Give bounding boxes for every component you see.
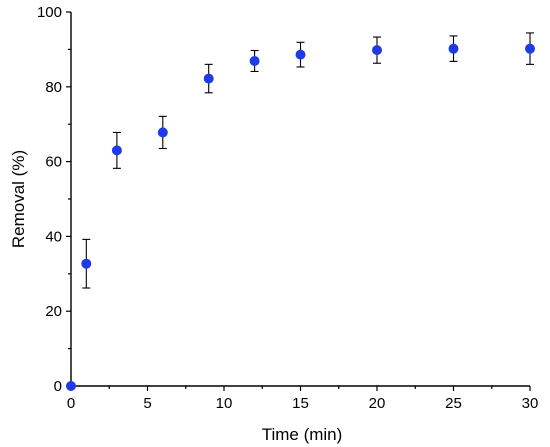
data-point: [372, 45, 382, 56]
x-tick-label: 25: [445, 395, 462, 412]
plot-area: [70, 12, 530, 387]
y-tick-label: 60: [45, 154, 62, 171]
data-point: [295, 49, 306, 60]
y-tick-label: 20: [45, 303, 62, 320]
x-tick-label: 30: [522, 395, 539, 412]
data-point: [111, 145, 122, 156]
x-tick-label: 20: [369, 395, 386, 412]
y-tick-label: 100: [37, 4, 62, 21]
data-point: [203, 73, 214, 84]
error-bars: [82, 32, 534, 289]
y-axis-title: Removal (%): [9, 150, 28, 248]
x-axis-title: Time (min): [262, 425, 343, 444]
y-tick-label: 40: [45, 228, 62, 245]
x-tick-label: 15: [292, 395, 309, 412]
data-point: [66, 381, 76, 391]
x-axis-ticks: 0 5 10 15 20 25 30: [67, 386, 539, 412]
x-tick-label: 5: [143, 395, 151, 412]
data-point: [448, 43, 459, 54]
y-tick-label: 0: [54, 378, 62, 395]
data-point: [81, 258, 92, 269]
x-tick-label: 0: [67, 395, 75, 412]
y-tick-label: 80: [45, 79, 62, 96]
y-axis-ticks: 0 20 40 60 80 100: [37, 4, 71, 395]
x-tick-label: 10: [216, 395, 233, 412]
data-points: [66, 43, 535, 391]
data-point: [157, 127, 168, 138]
data-point: [525, 43, 535, 54]
data-point: [249, 55, 260, 66]
